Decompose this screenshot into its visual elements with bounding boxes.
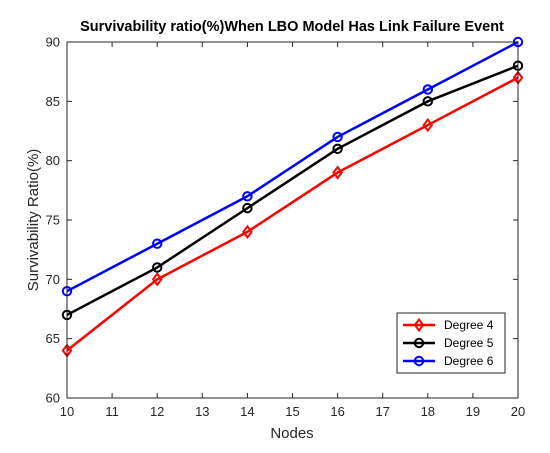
x-tick-label: 19 [466, 404, 480, 419]
data-point [151, 272, 163, 287]
legend-swatch-marker [413, 337, 425, 349]
x-tick-label: 12 [150, 404, 164, 419]
series-line [66, 64, 519, 317]
data-point [242, 202, 253, 214]
chart-title: Survivability ratio(%)When LBO Model Has… [80, 19, 504, 35]
x-tick-label: 13 [195, 404, 209, 419]
axes-layer: 10 11 12 13 14 15 16 17 18 19 20 60 65 70 75 80 85 90 [46, 35, 526, 420]
data-point [422, 96, 433, 107]
data-point [332, 131, 343, 143]
series-line [66, 40, 519, 293]
data-point [422, 117, 434, 133]
data-point [242, 224, 253, 240]
data-point [332, 143, 343, 155]
data-point [242, 191, 253, 202]
y-tick-label: 75 [46, 213, 60, 228]
x-tick-label: 11 [105, 404, 119, 419]
y-tick-label: 85 [46, 94, 60, 109]
legend-swatch-marker [413, 355, 425, 367]
x-tick-label: 14 [240, 404, 254, 419]
legend-swatch-marker [413, 317, 425, 333]
data-point [332, 165, 343, 180]
data-point [152, 238, 163, 249]
legend-item: Degree 4 [403, 317, 494, 333]
x-tick-label: 17 [375, 404, 389, 419]
x-tick-label: 16 [330, 404, 344, 419]
legend: Degree 4 Degree 5 Degree 6 [396, 312, 506, 374]
series-line [66, 76, 519, 352]
y-tick-label: 90 [46, 35, 60, 50]
y-axis-label: Survivability Ratio(%) [25, 149, 42, 292]
x-tick-label: 18 [421, 404, 435, 419]
legend-label: Degree 6 [444, 354, 494, 368]
series-degree-6 [61, 36, 524, 297]
data-point [422, 84, 433, 95]
legend-label: Degree 4 [444, 318, 494, 332]
x-tick-label: 15 [285, 404, 299, 419]
x-tick-label: 10 [60, 404, 74, 419]
y-tick-label: 70 [46, 272, 60, 287]
legend-label: Degree 5 [444, 336, 494, 350]
data-point [152, 262, 163, 273]
y-tick-label: 65 [46, 331, 60, 346]
x-tick-label: 20 [511, 404, 525, 419]
y-tick-label: 60 [46, 391, 60, 406]
legend-item: Degree 6 [403, 354, 494, 368]
y-tick-label: 80 [46, 153, 60, 168]
x-axis-label: Nodes [270, 425, 313, 442]
legend-item: Degree 5 [403, 336, 494, 350]
